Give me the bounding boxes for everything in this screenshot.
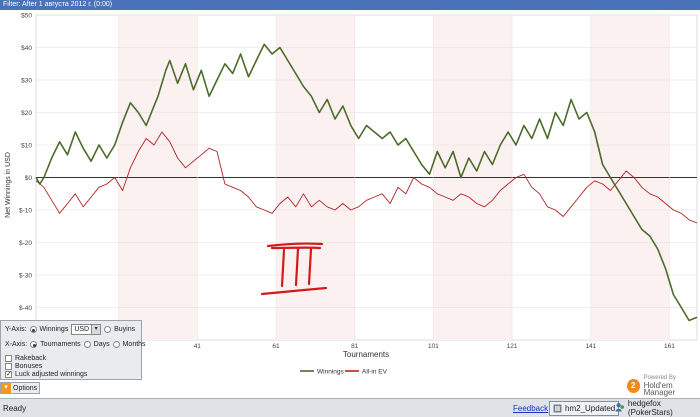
x-tick-label: 81: [351, 343, 359, 350]
y-axis-ticks: $50 $40 $30 $20 $10 $0 $-10 $-20 $-30 $-40: [19, 13, 32, 313]
x-days-radio[interactable]: [83, 341, 91, 348]
luck-adjusted-checkbox[interactable]: ✓: [5, 371, 12, 378]
legend-label: All-in EV: [362, 369, 388, 376]
y-buyins-radio[interactable]: [104, 326, 112, 333]
x-months-radio[interactable]: [112, 341, 120, 348]
x-tick-label: 161: [664, 343, 675, 350]
y-tick-label: $-40: [19, 305, 32, 312]
y-buyins-label: Buyins: [114, 326, 136, 333]
y-tick-label: $-10: [19, 208, 32, 215]
database-indicator[interactable]: hm2_Updated: [549, 401, 620, 416]
all-in-ev-line: [35, 131, 698, 224]
logo-powered-by: Powered By: [643, 375, 676, 381]
y-tick-label: $30: [21, 78, 32, 85]
winnings-line: [35, 43, 698, 322]
user-indicator[interactable]: hedgefox (PokerStars): [615, 398, 700, 417]
rakeback-row[interactable]: Rakeback: [5, 353, 46, 364]
y-tick-label: $10: [21, 143, 32, 150]
rakeback-label: Rakeback: [15, 355, 47, 362]
x-axis-row: X-Axis: Tournaments Days Months: [5, 339, 146, 350]
bonuses-checkbox[interactable]: [5, 363, 12, 370]
chart-series: [35, 43, 698, 322]
logo-text: Powered By Hold'em Manager: [643, 375, 700, 397]
logo-name: Hold'em Manager: [643, 381, 676, 397]
user-icon: [615, 403, 625, 412]
luck-adjusted-label: Luck adjusted winnings: [15, 371, 88, 378]
y-tick-label: $-30: [19, 273, 32, 280]
y-winnings-label: Winnings: [39, 326, 69, 333]
currency-value: USD: [74, 326, 90, 333]
options-label: Options: [13, 384, 38, 392]
x-tick-label: 101: [428, 343, 439, 350]
handdrawn-mark: [260, 242, 328, 296]
status-bar: Ready Feedback hm2_Updated hedgefox (Pok…: [0, 398, 700, 417]
x-axis-title: Tournaments: [343, 350, 389, 359]
y-tick-label: $0: [25, 175, 33, 182]
y-winnings-radio[interactable]: [29, 326, 37, 333]
winnings-chart: $50$40$30$20$10$0$-10$-20$-30$-40 214161…: [5, 13, 698, 376]
x-tournaments-radio[interactable]: [30, 341, 38, 348]
options-button[interactable]: ▾ Options: [0, 382, 40, 394]
expand-arrow-icon: ▾: [1, 383, 11, 393]
chart-options-panel: Y-Axis: Winnings USD ▾ Buyins X-Axis: To…: [0, 320, 146, 380]
y-tick-label: $-20: [19, 240, 32, 247]
x-tick-label: 121: [507, 343, 518, 350]
legend: Winnings All-in EV: [300, 369, 388, 376]
luck-adjusted-row[interactable]: ✓ Luck adjusted winnings: [5, 369, 87, 380]
currency-select[interactable]: USD ▾: [71, 324, 102, 335]
status-text: Ready: [3, 404, 27, 413]
database-name: hm2_Updated: [565, 404, 616, 413]
x-days-label: Days: [93, 341, 110, 348]
bonuses-row[interactable]: Bonuses: [5, 361, 42, 372]
legend-label: Winnings: [317, 369, 344, 376]
y-tick-label: $20: [21, 110, 32, 117]
holdem-manager-logo: 2 Powered By Hold'em Manager: [627, 375, 700, 397]
x-tournaments-label: Tournaments: [40, 341, 81, 348]
y-tick-label: $40: [21, 45, 32, 52]
y-axis-label: Y-Axis:: [5, 326, 27, 333]
y-axis-title: Net Winnings in USD: [5, 152, 12, 218]
feedback-link[interactable]: Feedback: [513, 404, 549, 413]
y-axis-row: Y-Axis: Winnings USD ▾ Buyins: [5, 324, 135, 335]
filter-bar: Filter: After 1 августа 2012 г. (0:00): [0, 0, 700, 10]
bonuses-label: Bonuses: [15, 363, 43, 370]
x-tick-label: 61: [272, 343, 280, 350]
rakeback-checkbox[interactable]: [5, 355, 12, 362]
x-axis-ticks: 21416181101121141161: [115, 343, 675, 350]
hm2-logo-icon: 2: [627, 378, 640, 393]
x-tick-label: 41: [194, 343, 202, 350]
chart-grid: [36, 14, 697, 340]
user-name: hedgefox (PokerStars): [627, 398, 673, 417]
database-icon: [553, 404, 562, 413]
x-months-label: Months: [122, 341, 146, 348]
x-axis-label: X-Axis:: [5, 341, 28, 348]
x-tick-label: 141: [585, 343, 596, 350]
filter-text: Filter: After 1 августа 2012 г. (0:00): [3, 1, 113, 8]
y-tick-label: $50: [21, 13, 32, 20]
chevron-down-icon[interactable]: ▾: [91, 325, 101, 334]
